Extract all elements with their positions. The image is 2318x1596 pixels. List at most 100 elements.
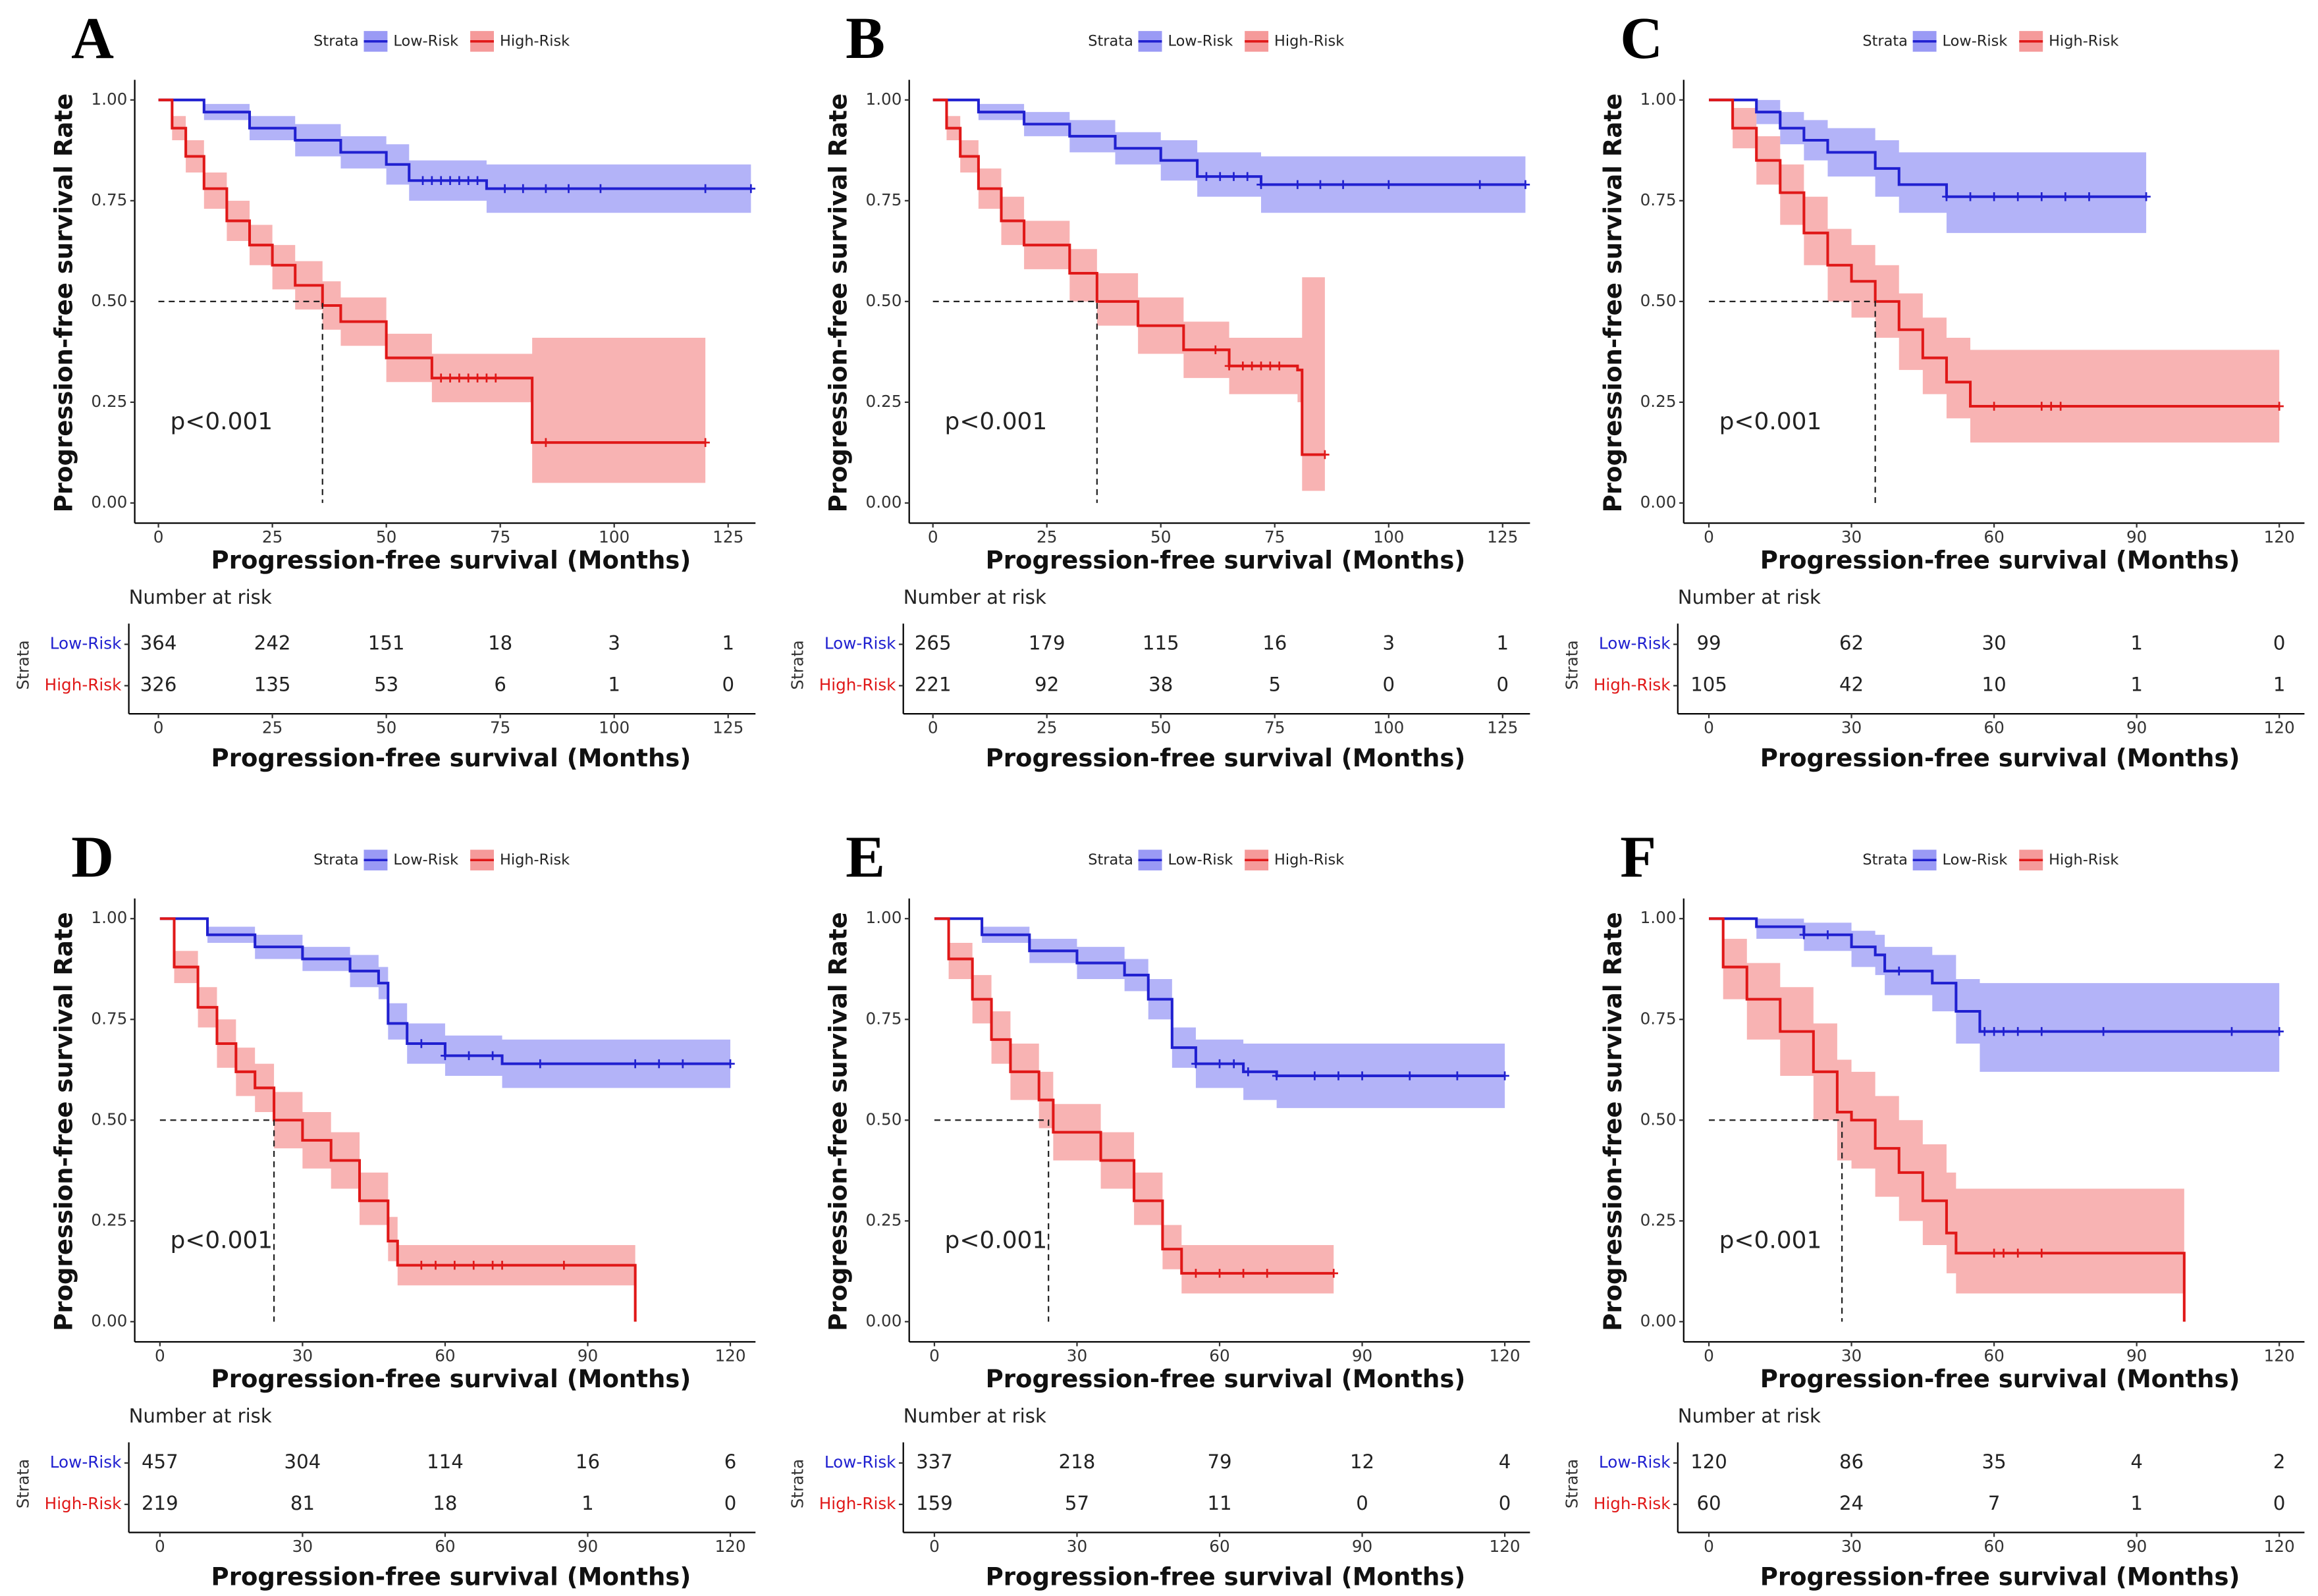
- censor-mark: [2037, 1026, 2047, 1036]
- risk-count: 38: [1148, 673, 1173, 695]
- censor-mark: [2227, 1026, 2236, 1036]
- censor-mark: [1999, 1026, 2008, 1036]
- y-axis-label: Progression-free survival Rate: [824, 93, 853, 512]
- x-tick-label: 90: [578, 1346, 598, 1365]
- risk-x-tick-label: 30: [1067, 1537, 1087, 1556]
- x-tick-label: 60: [1209, 1346, 1229, 1365]
- censor-mark: [1191, 1269, 1200, 1278]
- censor-mark: [417, 1039, 426, 1048]
- legend-title: Strata: [1088, 851, 1133, 868]
- risk-x-tick-label: 0: [155, 1537, 165, 1556]
- risk-row-label: Low-Risk: [1599, 634, 1671, 653]
- legend-title: Strata: [313, 851, 359, 868]
- x-axis-label: Progression-free survival (Months): [1760, 1365, 2240, 1393]
- confidence-band: [159, 918, 635, 1286]
- risk-count: 42: [1839, 673, 1864, 695]
- legend-label: Low-Risk: [1168, 851, 1233, 868]
- risk-count: 1: [608, 673, 620, 695]
- censor-mark: [417, 1260, 426, 1270]
- risk-count: 242: [254, 632, 291, 654]
- risk-count: 337: [916, 1450, 953, 1473]
- censor-mark: [2142, 192, 2151, 201]
- censor-mark: [1293, 180, 1303, 190]
- risk-count: 53: [374, 673, 398, 695]
- risk-count: 457: [142, 1450, 178, 1473]
- censor-mark: [1243, 1067, 1253, 1077]
- y-tick-label: 0.00: [91, 1311, 127, 1330]
- legend-label: High-Risk: [1274, 851, 1344, 868]
- x-axis-label: Progression-free survival (Months): [986, 1365, 1466, 1393]
- legend-label: Low-Risk: [1943, 851, 2008, 868]
- y-axis-label: Progression-free survival Rate: [824, 912, 853, 1331]
- risk-count: 0: [1356, 1492, 1368, 1514]
- risk-count: 16: [1262, 632, 1287, 654]
- censor-mark: [1453, 1071, 1462, 1080]
- y-tick-label: 0.00: [1640, 1311, 1677, 1330]
- x-tick-label: 90: [1352, 1346, 1372, 1365]
- censor-mark: [2013, 192, 2022, 201]
- median-line: [1709, 300, 1876, 503]
- censor-mark: [1211, 345, 1220, 355]
- panel-label: F: [1620, 824, 1656, 890]
- risk-row-label: High-Risk: [45, 1494, 122, 1513]
- survival-curve: [158, 98, 706, 444]
- censor-mark: [436, 373, 446, 383]
- confidence-band: [158, 99, 751, 213]
- censor-mark: [2275, 1026, 2284, 1036]
- risk-count: 179: [1029, 632, 1065, 654]
- panel: D Strata Low-Risk High-Risk 0.00 0.25 0.50 0.75…: [13, 824, 756, 1591]
- censor-mark: [488, 1260, 497, 1270]
- risk-count: 105: [1690, 673, 1727, 695]
- censor-mark: [491, 373, 500, 383]
- risk-x-tick-label: 0: [1704, 1537, 1714, 1556]
- survival-curve: [1709, 917, 2186, 1322]
- legend-label: High-Risk: [500, 32, 570, 49]
- risk-x-tick-label: 30: [292, 1537, 313, 1556]
- censor-mark: [1980, 1026, 1989, 1036]
- censor-mark: [500, 184, 510, 194]
- censor-mark: [1202, 172, 1211, 181]
- x-tick-label: 60: [1983, 527, 2004, 546]
- risk-x-tick-label: 25: [262, 718, 283, 737]
- risk-row-label: High-Risk: [819, 1494, 896, 1513]
- censor-mark: [1272, 1071, 1281, 1080]
- x-tick-label: 75: [1264, 527, 1285, 546]
- x-tick-label: 0: [929, 1346, 940, 1365]
- risk-row-label: Low-Risk: [1599, 1452, 1671, 1472]
- risk-x-tick-label: 60: [1209, 1537, 1229, 1556]
- risk-row-label: Low-Risk: [824, 634, 896, 653]
- confidence-band: [932, 99, 1526, 213]
- risk-count: 35: [1982, 1450, 2007, 1473]
- risk-x-tick-label: 75: [1264, 718, 1285, 737]
- risk-table-title: Number at risk: [903, 1404, 1046, 1427]
- censor-mark: [701, 184, 710, 194]
- risk-count: 16: [576, 1450, 600, 1473]
- censor-mark: [1238, 361, 1248, 371]
- survival-curve: [1709, 98, 2147, 198]
- censor-mark: [1215, 1059, 1224, 1069]
- censor-mark: [427, 176, 437, 185]
- risk-table-title: Number at risk: [1678, 586, 1821, 608]
- risk-count: 1: [2273, 673, 2286, 695]
- censor-mark: [2037, 192, 2047, 201]
- risk-count: 364: [140, 632, 177, 654]
- x-tick-label: 125: [713, 527, 743, 546]
- censor-mark: [1338, 180, 1348, 190]
- risk-table-title: Number at risk: [129, 586, 272, 608]
- x-tick-label: 60: [435, 1346, 455, 1365]
- risk-x-axis-label: Progression-free survival (Months): [986, 744, 1466, 772]
- y-tick-label: 0.50: [91, 291, 127, 310]
- censor-mark: [1895, 967, 1904, 976]
- risk-count: 11: [1207, 1492, 1231, 1514]
- x-tick-label: 125: [1487, 527, 1518, 546]
- risk-x-tick-label: 90: [2126, 718, 2147, 737]
- risk-count: 3: [608, 632, 620, 654]
- censor-mark: [1320, 450, 1330, 460]
- censor-mark: [450, 1260, 460, 1270]
- y-tick-label: 0.50: [866, 291, 902, 310]
- censor-mark: [596, 184, 605, 194]
- censor-mark: [1334, 1071, 1343, 1080]
- y-tick-label: 0.75: [866, 1009, 902, 1028]
- legend-title: Strata: [1088, 32, 1133, 49]
